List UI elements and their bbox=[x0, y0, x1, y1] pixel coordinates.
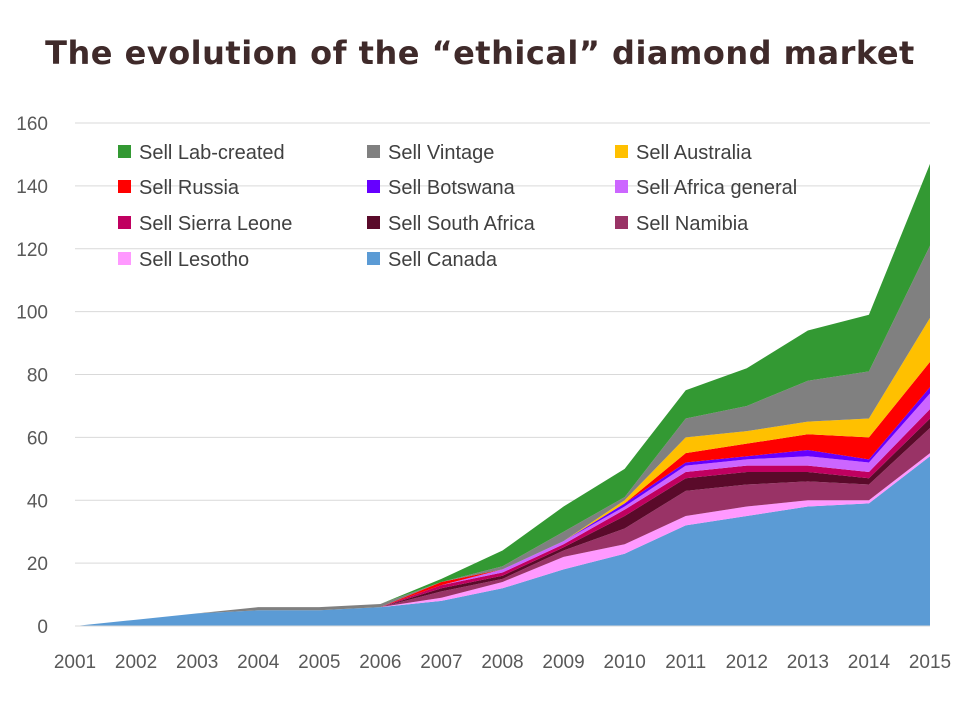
legend-label-sell-africa-general: Sell Africa general bbox=[636, 177, 797, 199]
area-sell-lab-created bbox=[75, 163, 930, 626]
legend-swatch-sell-vintage bbox=[367, 145, 380, 158]
legend-label-sell-botswana: Sell Botswana bbox=[388, 177, 516, 199]
legend-swatch-sell-botswana bbox=[367, 180, 380, 193]
y-axis: 0 20 40 60 80 100 120 140 160 bbox=[16, 114, 48, 638]
x-tick-label: 2014 bbox=[848, 652, 891, 673]
legend-label-sell-lesotho: Sell Lesotho bbox=[139, 249, 249, 271]
x-tick-label: 2011 bbox=[665, 652, 706, 673]
x-tick-label: 2015 bbox=[909, 652, 951, 673]
legend-swatch-sell-australia bbox=[615, 145, 628, 158]
chart-title: The evolution of the “ethical” diamond m… bbox=[45, 34, 915, 72]
legend-swatch-sell-africa-general bbox=[615, 180, 628, 193]
y-tick-label: 100 bbox=[16, 303, 48, 324]
y-tick-label: 40 bbox=[27, 491, 48, 512]
legend-label-sell-australia: Sell Australia bbox=[636, 142, 752, 164]
x-tick-label: 2009 bbox=[542, 652, 584, 673]
y-tick-label: 20 bbox=[27, 554, 48, 575]
x-tick-label: 2013 bbox=[787, 652, 829, 673]
y-tick-label: 60 bbox=[27, 428, 48, 449]
x-tick-label: 2012 bbox=[726, 652, 768, 673]
y-tick-label: 80 bbox=[27, 366, 48, 387]
x-axis: 2001 2002 2003 2004 2005 2006 2007 2008 2009 2010… bbox=[54, 625, 951, 673]
legend-label-sell-south-africa: Sell South Africa bbox=[388, 213, 536, 235]
area-sell-canada bbox=[75, 456, 930, 626]
x-tick-label: 2003 bbox=[176, 652, 218, 673]
series-areas bbox=[75, 163, 930, 626]
legend-label-sell-namibia: Sell Namibia bbox=[636, 213, 749, 235]
x-tick-label: 2010 bbox=[604, 652, 646, 673]
y-tick-label: 0 bbox=[37, 617, 48, 638]
gridlines bbox=[75, 122, 930, 564]
legend-swatch-sell-namibia bbox=[615, 216, 628, 229]
legend: Sell Lab-created Sell Vintage Sell Austral… bbox=[118, 142, 797, 271]
legend-swatch-sell-lesotho bbox=[118, 252, 131, 265]
x-tick-label: 2006 bbox=[359, 652, 401, 673]
y-tick-label: 160 bbox=[16, 114, 48, 135]
legend-label-sell-vintage: Sell Vintage bbox=[388, 142, 494, 164]
legend-swatch-sell-sierra-leone bbox=[118, 216, 131, 229]
legend-swatch-sell-canada bbox=[367, 252, 380, 265]
x-tick-label: 2005 bbox=[298, 652, 340, 673]
y-tick-label: 120 bbox=[16, 240, 48, 261]
y-tick-label: 140 bbox=[16, 177, 48, 198]
x-tick-label: 2001 bbox=[54, 652, 96, 673]
legend-swatch-sell-south-africa bbox=[367, 216, 380, 229]
legend-label-sell-lab-created: Sell Lab-created bbox=[139, 142, 285, 164]
x-tick-label: 2004 bbox=[237, 652, 280, 673]
x-tick-label: 2007 bbox=[420, 652, 462, 673]
x-tick-label: 2008 bbox=[481, 652, 523, 673]
legend-label-sell-russia: Sell Russia bbox=[139, 177, 240, 199]
legend-swatch-sell-russia bbox=[118, 180, 131, 193]
legend-label-sell-canada: Sell Canada bbox=[388, 249, 498, 271]
x-tick-label: 2002 bbox=[115, 652, 157, 673]
legend-swatch-sell-lab-created bbox=[118, 145, 131, 158]
legend-label-sell-sierra-leone: Sell Sierra Leone bbox=[139, 213, 292, 235]
